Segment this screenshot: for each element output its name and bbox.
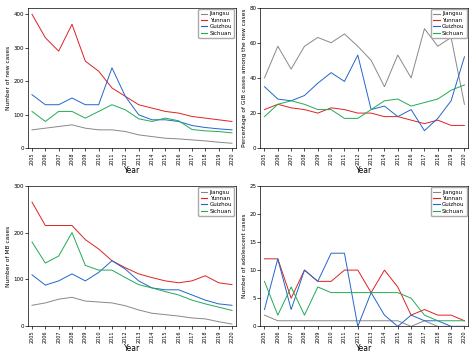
X-axis label: Year: Year <box>124 166 140 175</box>
Y-axis label: Number of new cases: Number of new cases <box>6 46 10 110</box>
Legend: Jiangsu, Yunnan, Guizhou, Sichuan: Jiangsu, Yunnan, Guizhou, Sichuan <box>199 9 234 38</box>
Legend: Jiangsu, Yunnan, Guizhou, Sichuan: Jiangsu, Yunnan, Guizhou, Sichuan <box>199 187 234 216</box>
X-axis label: Year: Year <box>356 344 373 354</box>
X-axis label: Year: Year <box>124 344 140 354</box>
X-axis label: Year: Year <box>356 166 373 175</box>
Y-axis label: Number of adolescent cases: Number of adolescent cases <box>242 214 246 298</box>
Y-axis label: Percentage of GIB cases among the new cases: Percentage of GIB cases among the new ca… <box>242 9 246 147</box>
Legend: Jiangsu, Yunnan, Guizhou, Sichuan: Jiangsu, Yunnan, Guizhou, Sichuan <box>431 9 467 38</box>
Y-axis label: Number of MB cases: Number of MB cases <box>6 225 10 286</box>
Legend: Jiangsu, Yunnan, Guizhou, Sichuan: Jiangsu, Yunnan, Guizhou, Sichuan <box>431 187 467 216</box>
